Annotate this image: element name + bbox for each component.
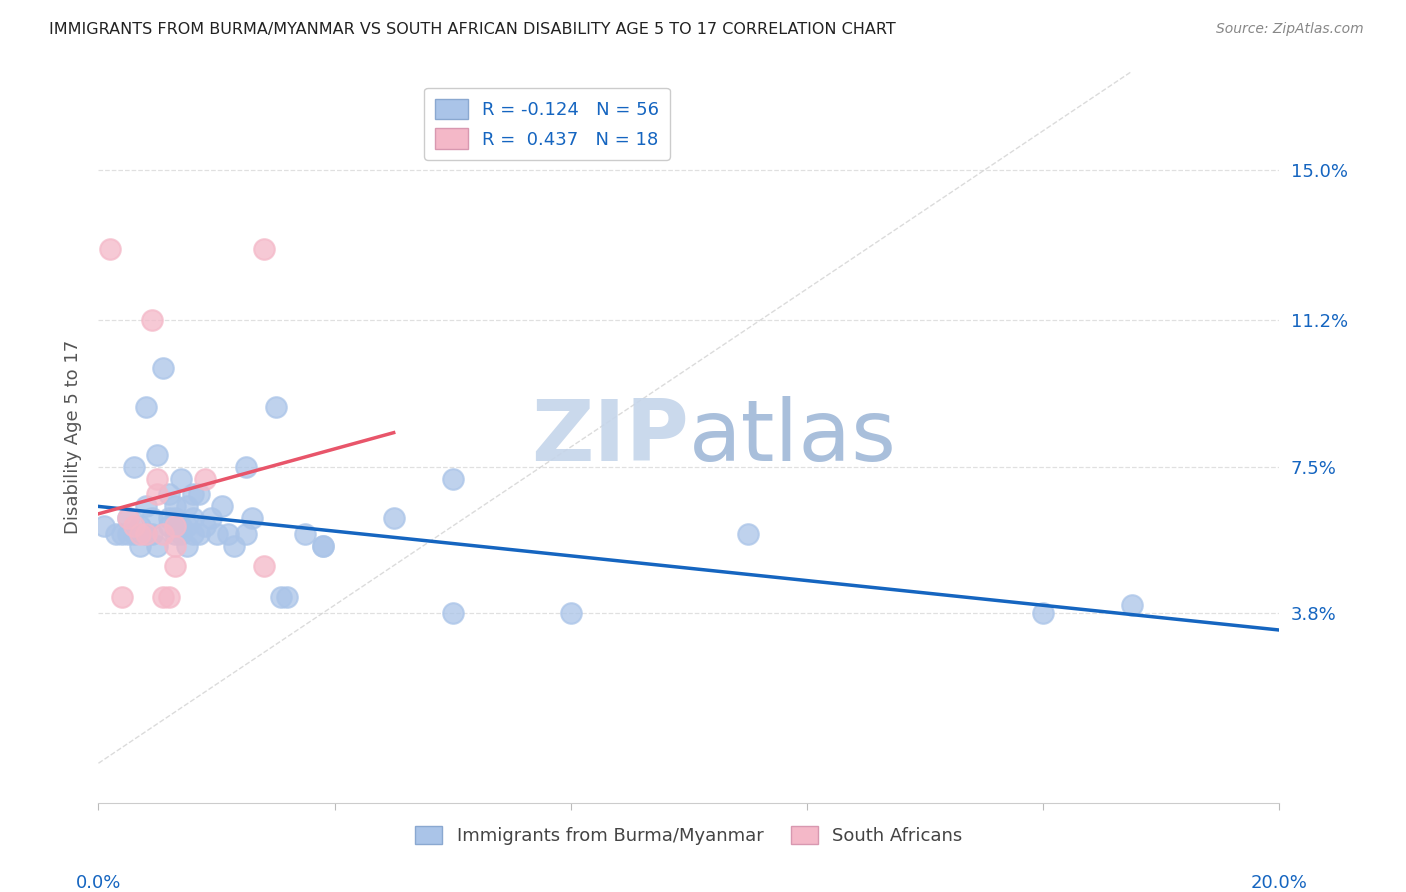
Point xyxy=(312,539,335,553)
Point xyxy=(165,527,187,541)
Text: Source: ZipAtlas.com: Source: ZipAtlas.com xyxy=(1216,22,1364,37)
Point xyxy=(165,558,187,573)
Point xyxy=(176,519,198,533)
Point xyxy=(294,527,316,541)
Point xyxy=(141,527,163,541)
Point xyxy=(111,527,134,541)
Point xyxy=(176,539,198,553)
Point xyxy=(111,591,134,605)
Point xyxy=(253,558,276,573)
Point xyxy=(276,591,298,605)
Y-axis label: Disability Age 5 to 17: Disability Age 5 to 17 xyxy=(63,340,82,534)
Point xyxy=(441,472,464,486)
Point xyxy=(157,511,180,525)
Point xyxy=(117,511,139,525)
Point xyxy=(128,519,150,533)
Point xyxy=(98,242,121,256)
Point xyxy=(152,527,174,541)
Point xyxy=(128,527,150,541)
Point xyxy=(382,511,405,525)
Point xyxy=(135,401,157,415)
Text: 20.0%: 20.0% xyxy=(1251,874,1308,892)
Point xyxy=(441,606,464,620)
Text: 0.0%: 0.0% xyxy=(76,874,121,892)
Point xyxy=(146,487,169,501)
Point xyxy=(146,448,169,462)
Point xyxy=(122,519,145,533)
Point xyxy=(165,511,187,525)
Point xyxy=(187,527,209,541)
Point xyxy=(270,591,292,605)
Point xyxy=(117,511,139,525)
Point xyxy=(122,527,145,541)
Point xyxy=(181,487,204,501)
Point xyxy=(146,539,169,553)
Point xyxy=(194,472,217,486)
Point xyxy=(135,527,157,541)
Point xyxy=(128,539,150,553)
Point xyxy=(1032,606,1054,620)
Point xyxy=(93,519,115,533)
Point xyxy=(240,511,263,525)
Point xyxy=(194,519,217,533)
Point xyxy=(181,527,204,541)
Text: IMMIGRANTS FROM BURMA/MYANMAR VS SOUTH AFRICAN DISABILITY AGE 5 TO 17 CORRELATIO: IMMIGRANTS FROM BURMA/MYANMAR VS SOUTH A… xyxy=(49,22,896,37)
Point xyxy=(224,539,246,553)
Point xyxy=(157,519,180,533)
Point xyxy=(141,511,163,525)
Point xyxy=(141,313,163,327)
Point xyxy=(157,487,180,501)
Point xyxy=(135,500,157,514)
Point xyxy=(181,511,204,525)
Point xyxy=(165,519,187,533)
Point xyxy=(312,539,335,553)
Point xyxy=(235,459,257,474)
Point xyxy=(253,242,276,256)
Point xyxy=(217,527,239,541)
Point xyxy=(737,527,759,541)
Text: ZIP: ZIP xyxy=(531,395,689,479)
Point xyxy=(170,527,193,541)
Point xyxy=(146,472,169,486)
Point xyxy=(157,591,180,605)
Point xyxy=(170,519,193,533)
Point xyxy=(235,527,257,541)
Text: atlas: atlas xyxy=(689,395,897,479)
Point xyxy=(187,487,209,501)
Point xyxy=(560,606,582,620)
Point xyxy=(122,459,145,474)
Point xyxy=(152,591,174,605)
Legend: Immigrants from Burma/Myanmar, South Africans: Immigrants from Burma/Myanmar, South Afr… xyxy=(408,819,970,852)
Point xyxy=(165,500,187,514)
Point xyxy=(205,527,228,541)
Point xyxy=(200,511,222,525)
Point xyxy=(176,500,198,514)
Point xyxy=(135,527,157,541)
Point xyxy=(117,527,139,541)
Point xyxy=(152,360,174,375)
Point xyxy=(105,527,128,541)
Point xyxy=(165,539,187,553)
Point xyxy=(264,401,287,415)
Point xyxy=(211,500,233,514)
Point xyxy=(170,472,193,486)
Point xyxy=(1121,598,1143,612)
